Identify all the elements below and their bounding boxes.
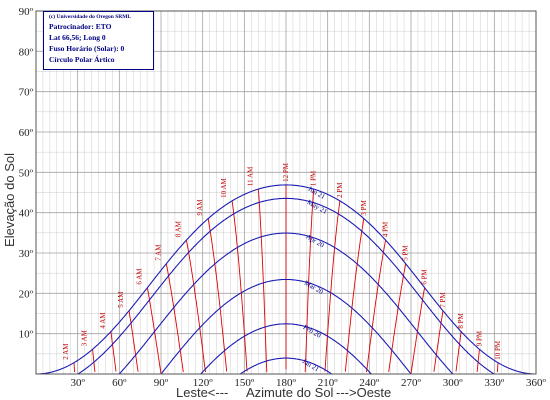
date-curve-label: May 21 xyxy=(306,198,329,216)
hour-line-label: 5 AM xyxy=(117,291,125,308)
x-tick-label: 360º xyxy=(526,377,547,389)
info-location: Círculo Polar Ártico xyxy=(49,55,115,64)
x-tick-label: 60º xyxy=(112,377,127,389)
info-copyright: (c) Universidade do Oregon SRML xyxy=(49,14,132,20)
hour-line-label: 6 AM xyxy=(135,268,143,285)
hour-line-label: 3 AM xyxy=(81,329,89,346)
date-curve xyxy=(117,232,455,375)
x-tick-label: 90º xyxy=(154,377,169,389)
hour-line xyxy=(496,362,499,373)
hour-line xyxy=(433,310,444,372)
hour-line-label: 4 AM xyxy=(99,312,107,329)
info-legend: (c) Universidade do Oregon SRML Patrocin… xyxy=(43,11,154,70)
hour-line xyxy=(128,310,139,372)
x-tick-label: 300º xyxy=(443,377,464,389)
x-tick-label: 270º xyxy=(401,377,422,389)
hour-line-label: 11 AM xyxy=(246,166,254,186)
hour-line-label: 10 PM xyxy=(494,340,502,360)
hour-line-label: 3 PM xyxy=(360,199,368,215)
x-tick-label: 330º xyxy=(484,377,505,389)
hour-line xyxy=(92,349,96,372)
y-tick-label: 70º xyxy=(19,87,34,99)
x-tick-label: 180º xyxy=(276,377,297,389)
hour-line-label: 9 PM xyxy=(475,330,483,346)
date-curve xyxy=(238,357,334,375)
x-axis-title-left: Leste<--- xyxy=(176,385,228,400)
hour-line xyxy=(231,200,248,372)
date-curve-label: Feb 20 xyxy=(302,323,323,340)
hour-line xyxy=(207,218,228,372)
hour-line-label: 4 PM xyxy=(382,221,390,237)
hour-line xyxy=(388,263,407,373)
hour-line-label: 2 PM xyxy=(336,182,344,198)
y-tick-label: 80º xyxy=(19,46,34,58)
hour-line-label: 8 PM xyxy=(457,312,465,328)
hour-line-label: 7 PM xyxy=(439,292,447,308)
hour-line-label: 7 AM xyxy=(154,244,162,261)
y-axis-title: Elevação do Sol xyxy=(2,153,17,247)
hour-line-label: 2 AM xyxy=(62,343,70,360)
hour-line xyxy=(73,362,76,373)
hour-line xyxy=(257,189,268,373)
hour-line xyxy=(324,200,341,372)
date-curve-label: Jan 21 xyxy=(301,357,321,373)
date-curve xyxy=(74,197,498,375)
axis-ticks: 10º 20º 30º 40º 50º 60º 70º 80º 90º 30º 60º 90º 120º… xyxy=(19,6,547,389)
y-tick-label: 90º xyxy=(19,6,34,18)
hour-line xyxy=(146,287,162,375)
x-tick-label: 210º xyxy=(318,377,339,389)
hour-line xyxy=(304,189,315,373)
date-curve xyxy=(199,323,373,375)
y-tick-label: 40º xyxy=(19,208,34,220)
y-tick-label: 20º xyxy=(19,288,34,300)
info-sponsor: Patrocinador: ETO xyxy=(49,22,112,31)
x-tick-label: 30º xyxy=(70,377,85,389)
x-tick-label: 240º xyxy=(359,377,380,389)
hour-line xyxy=(410,287,426,375)
y-tick-label: 10º xyxy=(19,329,34,341)
x-axis-title-right: --->Oeste xyxy=(336,385,391,400)
hour-line-label: 6 PM xyxy=(421,269,429,285)
x-axis-title-center: Azimute do Sol xyxy=(246,385,334,400)
hour-line-label: 9 AM xyxy=(196,199,204,216)
hour-line-label: 12 PM xyxy=(282,162,290,182)
hour-line-label: 5 PM xyxy=(402,245,410,261)
hour-line xyxy=(110,331,117,372)
info-coords: Lat 66,56; Long 0 xyxy=(49,33,106,42)
x-tick-label: 150º xyxy=(234,377,255,389)
hour-line xyxy=(165,263,184,373)
hour-line xyxy=(455,331,462,372)
info-timezone: Fuso Horário (Solar): 0 xyxy=(49,44,125,53)
hour-line xyxy=(366,240,387,373)
hour-line xyxy=(344,218,365,372)
hour-line-label: 1 PM xyxy=(310,170,318,186)
date-curve-label: Apr 20 xyxy=(304,233,325,250)
hour-line xyxy=(476,349,480,372)
date-curve xyxy=(160,278,412,375)
x-tick-label: 120º xyxy=(193,377,214,389)
hour-line-label: 10 AM xyxy=(220,177,228,197)
plot-frame xyxy=(35,10,537,375)
y-tick-label: 50º xyxy=(19,167,34,179)
y-tick-label: 30º xyxy=(19,248,34,260)
y-tick-label: 60º xyxy=(19,127,34,139)
hour-lines xyxy=(73,184,499,375)
hour-line xyxy=(185,240,206,373)
date-curve xyxy=(36,184,536,375)
hour-line-label: 8 AM xyxy=(174,220,182,237)
